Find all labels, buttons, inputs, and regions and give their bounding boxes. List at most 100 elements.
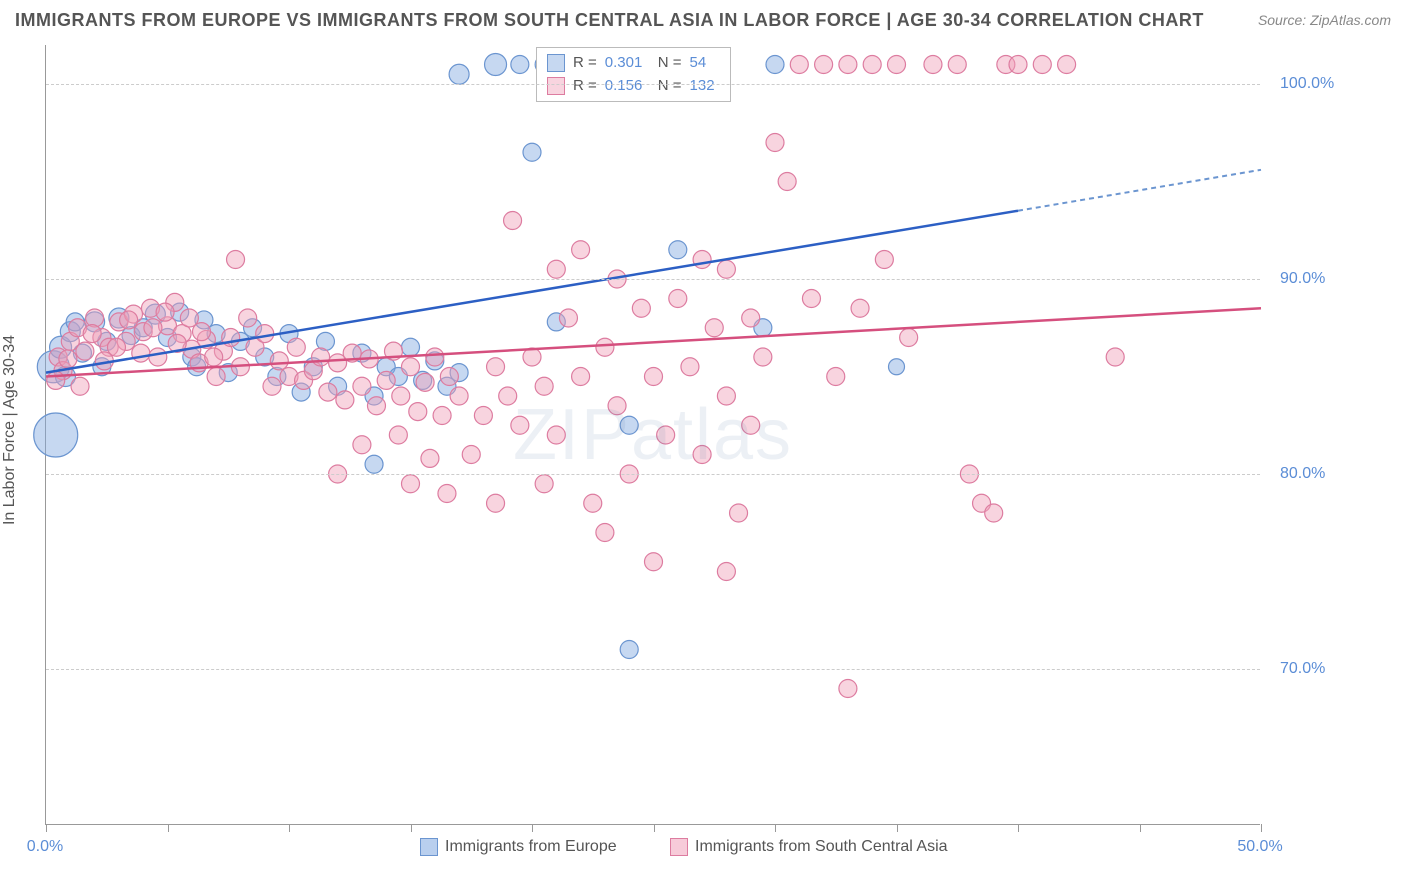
scatter-point <box>596 338 614 356</box>
scatter-point <box>985 504 1003 522</box>
legend-swatch-icon <box>547 54 565 72</box>
scatter-point <box>156 303 174 321</box>
gridline-horizontal <box>46 669 1260 670</box>
x-tick <box>1261 824 1262 832</box>
n-label: N = <box>658 52 682 75</box>
scatter-point <box>815 56 833 74</box>
scatter-point <box>149 348 167 366</box>
scatter-point <box>900 329 918 347</box>
scatter-point <box>511 56 529 74</box>
scatter-point <box>263 377 281 395</box>
legend-label: Immigrants from South Central Asia <box>695 838 948 856</box>
x-tick <box>1140 824 1141 832</box>
scatter-point <box>487 494 505 512</box>
scatter-point <box>450 387 468 405</box>
scatter-point <box>669 241 687 259</box>
scatter-point <box>584 494 602 512</box>
scatter-point <box>239 309 257 327</box>
scatter-point <box>523 143 541 161</box>
x-tick <box>411 824 412 832</box>
scatter-point <box>409 403 427 421</box>
legend-item: Immigrants from South Central Asia <box>670 838 948 856</box>
scatter-point <box>681 358 699 376</box>
scatter-point <box>1106 348 1124 366</box>
x-tick-label: 0.0% <box>27 838 63 856</box>
scatter-point <box>547 426 565 444</box>
scatter-point <box>132 344 150 362</box>
scatter-point <box>717 563 735 581</box>
scatter-point <box>312 348 330 366</box>
scatter-point <box>487 358 505 376</box>
source-credit: Source: ZipAtlas.com <box>1258 12 1391 28</box>
scatter-point <box>504 212 522 230</box>
scatter-point <box>353 377 371 395</box>
scatter-point <box>485 54 507 76</box>
legend-swatch-icon <box>670 838 688 856</box>
scatter-point <box>657 426 675 444</box>
scatter-point <box>402 358 420 376</box>
scatter-point <box>535 377 553 395</box>
x-tick <box>168 824 169 832</box>
scatter-point <box>766 134 784 152</box>
chart-plot-area: ZIPatlas R =0.301N =54R =0.156N =132 <box>45 45 1260 825</box>
scatter-point <box>717 387 735 405</box>
correlation-legend-row: R =0.301N =54 <box>547 52 720 75</box>
scatter-point <box>71 377 89 395</box>
scatter-point <box>377 371 395 389</box>
scatter-point <box>924 56 942 74</box>
y-axis-label: In Labor Force | Age 30-34 <box>1 335 19 525</box>
scatter-point <box>730 504 748 522</box>
scatter-point <box>754 348 772 366</box>
scatter-point <box>669 290 687 308</box>
scatter-point <box>389 426 407 444</box>
x-tick-label: 50.0% <box>1237 838 1282 856</box>
scatter-point <box>851 299 869 317</box>
scatter-point <box>107 338 125 356</box>
legend-item: Immigrants from Europe <box>420 838 617 856</box>
scatter-point <box>839 56 857 74</box>
scatter-point <box>717 260 735 278</box>
scatter-point <box>120 311 138 329</box>
scatter-svg <box>46 45 1261 825</box>
gridline-horizontal <box>46 84 1260 85</box>
r-value: 0.156 <box>605 75 650 98</box>
n-value: 132 <box>690 75 720 98</box>
scatter-point <box>367 397 385 415</box>
r-value: 0.301 <box>605 52 650 75</box>
scatter-point <box>863 56 881 74</box>
scatter-point <box>766 56 784 74</box>
scatter-point <box>207 368 225 386</box>
scatter-point <box>778 173 796 191</box>
x-tick <box>775 824 776 832</box>
scatter-point <box>559 309 577 327</box>
scatter-point <box>875 251 893 269</box>
x-tick <box>532 824 533 832</box>
n-value: 54 <box>690 52 720 75</box>
y-tick-label: 100.0% <box>1280 75 1334 93</box>
scatter-point <box>59 350 77 368</box>
scatter-point <box>705 319 723 337</box>
scatter-point <box>499 387 517 405</box>
y-tick-label: 80.0% <box>1280 465 1325 483</box>
scatter-point <box>365 455 383 473</box>
scatter-point <box>620 641 638 659</box>
x-tick <box>1018 824 1019 832</box>
scatter-point <box>353 436 371 454</box>
scatter-point <box>802 290 820 308</box>
scatter-point <box>462 446 480 464</box>
scatter-point <box>620 416 638 434</box>
scatter-point <box>227 251 245 269</box>
scatter-point <box>193 323 211 341</box>
scatter-point <box>632 299 650 317</box>
scatter-point <box>270 352 288 370</box>
y-tick-label: 70.0% <box>1280 660 1325 678</box>
x-tick <box>289 824 290 832</box>
scatter-point <box>474 407 492 425</box>
y-tick-label: 90.0% <box>1280 270 1325 288</box>
scatter-point <box>426 348 444 366</box>
scatter-point <box>1058 56 1076 74</box>
scatter-point <box>790 56 808 74</box>
scatter-point <box>572 241 590 259</box>
x-tick <box>897 824 898 832</box>
scatter-point <box>645 553 663 571</box>
